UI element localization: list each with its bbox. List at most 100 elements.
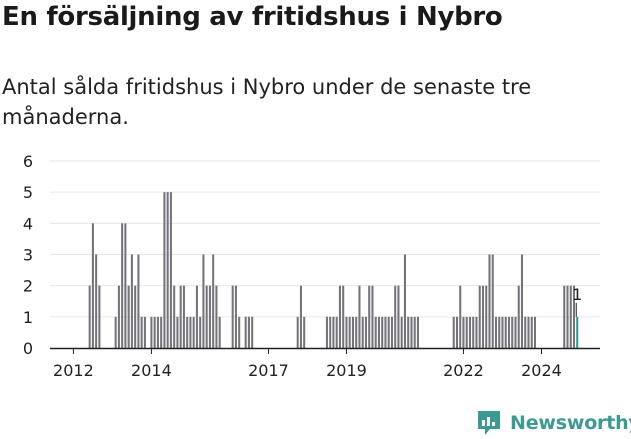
bar-71 — [410, 316, 413, 348]
bar-66 — [394, 285, 397, 348]
bar-70 — [407, 316, 410, 348]
bar-69 — [403, 254, 406, 348]
page-subtitle: Antal sålda fritidshus i Nybro under de … — [2, 75, 532, 129]
bar-23 — [179, 285, 182, 348]
y-tick-label-2: 2 — [23, 277, 33, 296]
bar-37 — [234, 285, 237, 348]
bar-20 — [169, 192, 172, 348]
bar-44 — [303, 316, 306, 348]
bar-91 — [507, 316, 511, 348]
bar-100 — [563, 285, 566, 348]
bar-68 — [400, 316, 403, 348]
x-tick-label-2022: 2022 — [443, 361, 484, 380]
bar-9 — [130, 254, 133, 348]
bar-75 — [455, 316, 458, 348]
bar-33 — [212, 254, 215, 348]
bar-12 — [140, 316, 143, 348]
bar-34 — [215, 285, 218, 348]
brand-logo[interactable]: Newsworthy — [476, 408, 631, 438]
bar-38 — [238, 316, 241, 348]
bar-64 — [387, 316, 390, 348]
y-tick-label-6: 6 — [23, 152, 33, 171]
bar-7 — [124, 223, 127, 348]
bar-60 — [374, 316, 377, 348]
y-tick-label-3: 3 — [23, 246, 33, 265]
bar-94 — [517, 285, 520, 348]
x-tick-label-2012: 2012 — [53, 361, 94, 380]
bar-97 — [527, 316, 530, 348]
bar-54 — [355, 316, 358, 348]
bar-49 — [338, 285, 341, 348]
bar-36 — [231, 285, 234, 348]
bar-5 — [117, 285, 120, 348]
bar-41 — [251, 316, 254, 348]
bar-88 — [498, 316, 501, 348]
bar-16 — [156, 316, 159, 348]
bar-45 — [325, 316, 328, 348]
bar-103 — [572, 285, 576, 348]
bar-52 — [348, 316, 351, 348]
bar-4 — [114, 316, 117, 348]
bar-72 — [413, 316, 416, 348]
bar-32 — [208, 285, 211, 348]
bar-73 — [416, 316, 419, 348]
bar-15 — [153, 316, 156, 348]
bar-27 — [192, 316, 195, 348]
bar-21 — [173, 285, 176, 348]
bar-96 — [524, 316, 527, 348]
bar-102 — [569, 285, 572, 348]
bar-95 — [520, 254, 524, 348]
bar-6 — [121, 223, 124, 348]
bar-35 — [218, 316, 221, 348]
bar-47 — [332, 316, 335, 348]
bar-0 — [88, 285, 91, 348]
page-title: En försäljning av fritidshus i Nybro — [2, 2, 503, 32]
bar-76 — [459, 285, 462, 348]
bar-1 — [91, 223, 94, 348]
bar-89 — [501, 316, 504, 348]
x-tick-label-2014: 2014 — [131, 361, 172, 380]
bar-10 — [134, 285, 137, 348]
bar-63 — [384, 316, 387, 348]
bar-51 — [345, 316, 348, 348]
bar-11 — [137, 254, 140, 348]
bar-65 — [390, 316, 393, 348]
bar-14 — [150, 316, 153, 348]
bar-90 — [504, 316, 507, 348]
bar-3 — [98, 285, 101, 348]
bar-42 — [296, 316, 299, 348]
bar-18 — [163, 192, 166, 348]
bar-25 — [186, 316, 189, 348]
highlight-bar-0 — [576, 316, 579, 348]
bar-26 — [189, 316, 192, 348]
bar-50 — [342, 285, 345, 348]
x-tick-label-2019: 2019 — [326, 361, 367, 380]
bar-39 — [244, 316, 247, 348]
bar-46 — [329, 316, 332, 348]
bar-31 — [205, 285, 208, 348]
bar-17 — [160, 316, 163, 348]
bar-29 — [199, 316, 202, 348]
bar-19 — [166, 192, 169, 348]
bar-86 — [491, 254, 494, 348]
bar-59 — [371, 285, 374, 348]
bar-82 — [478, 285, 481, 348]
bar-58 — [368, 285, 371, 348]
bar-24 — [182, 285, 185, 348]
bar-61 — [377, 316, 380, 348]
y-tick-label-4: 4 — [23, 214, 33, 233]
x-tick-label-2017: 2017 — [248, 361, 289, 380]
bar-67 — [397, 285, 400, 348]
bar-85 — [488, 254, 491, 348]
bar-40 — [247, 316, 250, 348]
bar-8 — [127, 285, 130, 348]
bar-77 — [462, 316, 465, 348]
highlight-data-label: 1 — [572, 285, 582, 304]
bar-57 — [364, 316, 367, 348]
bar-55 — [358, 285, 361, 348]
newsworthy-logo-icon — [478, 411, 500, 435]
bar-22 — [176, 316, 179, 348]
bar-62 — [381, 316, 384, 348]
bar-56 — [361, 316, 364, 348]
bar-83 — [481, 285, 485, 348]
